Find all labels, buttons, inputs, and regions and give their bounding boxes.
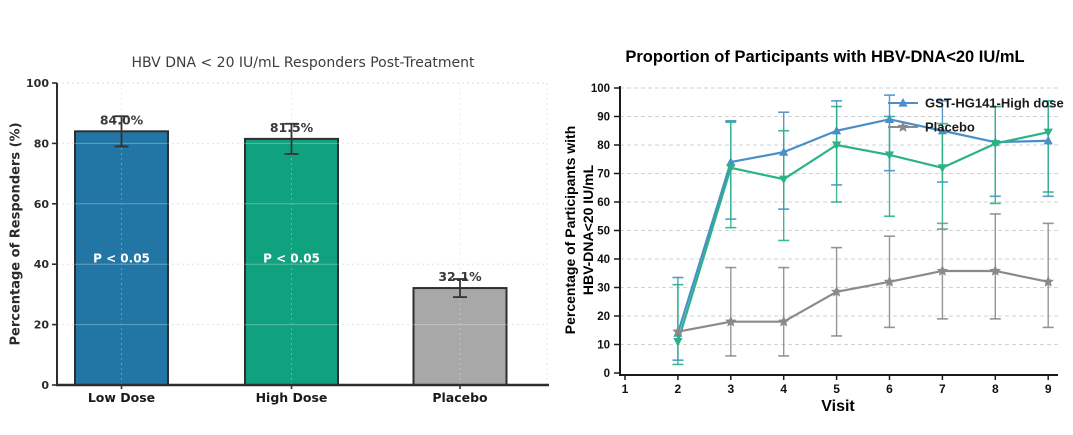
bar-annotations: P < 0.05 P < 0.05 <box>93 252 320 266</box>
svg-text:0: 0 <box>604 368 610 380</box>
bar-axes: 0 20 40 60 80 100 Low Dose High Dose Placebo <box>26 77 549 405</box>
svg-text:50: 50 <box>597 226 610 238</box>
svg-text:P < 0.05: P < 0.05 <box>263 252 320 266</box>
svg-text:90: 90 <box>597 112 610 124</box>
line-chart-title: Proportion of Participants with HBV-DNA<… <box>625 48 1025 66</box>
svg-text:20: 20 <box>597 311 610 323</box>
bar-high-dose <box>244 137 339 386</box>
svg-text:6: 6 <box>886 382 893 396</box>
svg-text:High Dose: High Dose <box>256 390 328 405</box>
line-chart-y-axis-label-line1: Percentage of Participants with <box>562 125 578 335</box>
svg-text:9: 9 <box>1045 382 1052 396</box>
svg-text:80: 80 <box>34 137 50 150</box>
line-chart-legend: GST-HG141-High dose Placebo <box>888 96 1064 135</box>
bar-chart-figure: 84.0% 81.5% 32.1% P < 0.05 P < 0.05 0 20 40 60 80… <box>8 55 549 405</box>
svg-text:1: 1 <box>622 382 629 396</box>
svg-text:4: 4 <box>780 382 787 396</box>
line-chart-figure: GST-HG141-High dose Placebo 0 10 20 30 40 50 60 7… <box>555 0 1073 435</box>
svg-text:20: 20 <box>34 319 50 332</box>
svg-text:7: 7 <box>939 382 946 396</box>
bar-chart-y-axis-label: Percentage of Responders (%) <box>8 122 24 346</box>
svg-text:60: 60 <box>34 198 50 211</box>
bar-chart-plot: 84.0%81.5%32.1%P < 0.05 P < 0.05020406080… <box>26 77 549 405</box>
bar-chart-title: HBV DNA < 20 IU/mL Responders Post-Treat… <box>131 55 475 71</box>
svg-text:Placebo: Placebo <box>925 120 975 135</box>
line-axes: 0 10 20 30 40 50 60 70 80 90 100 1 2 3 4 5 6 7 8 9 <box>591 83 1058 396</box>
series-series-1 <box>673 128 1053 347</box>
svg-text:40: 40 <box>597 254 610 266</box>
svg-text:2: 2 <box>675 382 682 396</box>
line-chart-x-axis-label: Visit <box>821 398 855 415</box>
bar-placebo <box>412 287 508 387</box>
svg-text:3: 3 <box>727 382 734 396</box>
svg-text:8: 8 <box>992 382 999 396</box>
svg-text:100: 100 <box>26 77 49 90</box>
svg-text:80: 80 <box>597 140 610 152</box>
svg-text:5: 5 <box>833 382 840 396</box>
svg-text:GST-HG141-High dose: GST-HG141-High dose <box>925 96 1064 111</box>
svg-text:70: 70 <box>597 169 610 181</box>
line-chart-y-axis-label: Percentage of Participants with HBV-DNA<… <box>561 126 597 335</box>
svg-text:Low Dose: Low Dose <box>88 390 155 405</box>
svg-text:10: 10 <box>597 340 610 352</box>
line-chart-y-axis-label-line2: HBV-DNA<20 IU/mL <box>580 164 596 296</box>
svg-text:Placebo: Placebo <box>432 390 488 405</box>
svg-text:0: 0 <box>41 379 49 392</box>
series-placebo <box>672 265 1054 337</box>
svg-text:60: 60 <box>597 197 610 209</box>
svg-text:P < 0.05: P < 0.05 <box>93 252 150 266</box>
svg-text:40: 40 <box>34 258 50 271</box>
line-chart-plot: GST-HG141-High dose Placebo 0 10 20 30 40 50 60 7… <box>591 83 1064 396</box>
svg-text:30: 30 <box>597 283 610 295</box>
bar-error-bars <box>114 115 467 299</box>
svg-text:32.1%: 32.1% <box>438 269 482 284</box>
svg-text:100: 100 <box>591 83 610 95</box>
